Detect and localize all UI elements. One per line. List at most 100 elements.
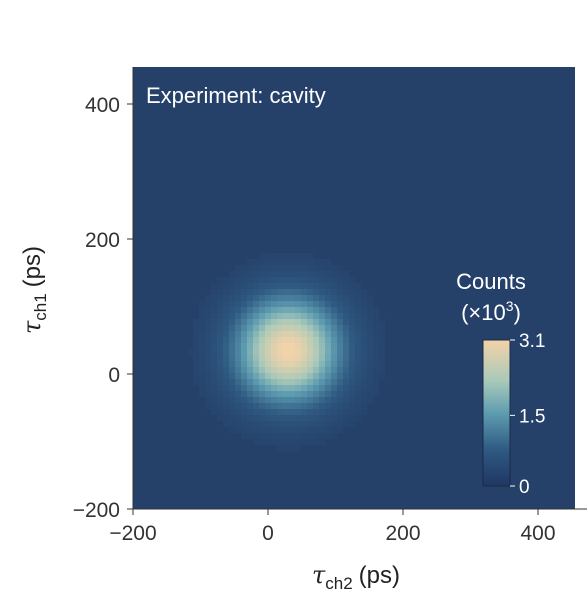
heatmap-cell [265, 271, 272, 278]
heatmap-cell [307, 331, 314, 338]
heatmap-cell [343, 307, 350, 314]
heatmap-cell [289, 337, 296, 344]
heatmap-cell [265, 325, 272, 332]
heatmap-cell [301, 271, 308, 278]
heatmap-cell [325, 307, 332, 314]
heatmap-cell [307, 307, 314, 314]
heatmap-cell [313, 265, 320, 272]
heatmap-cell [349, 295, 356, 302]
heatmap-cell [307, 253, 314, 260]
heatmap-cell [349, 361, 356, 368]
heatmap-cell [319, 307, 326, 314]
heatmap-cell [301, 283, 308, 290]
heatmap-cell [217, 301, 224, 308]
heatmap-cell [313, 295, 320, 302]
heatmap-cell [307, 427, 314, 434]
heatmap-cell [193, 331, 200, 338]
heatmap-cell [253, 331, 260, 338]
y-axis-label-sub: ch1 [31, 293, 50, 320]
heatmap-cell [343, 283, 350, 290]
heatmap-cell [199, 367, 206, 374]
heatmap-cell [295, 271, 302, 278]
heatmap-cell [343, 325, 350, 332]
heatmap-cell [271, 397, 278, 404]
heatmap-cell [367, 391, 374, 398]
heatmap-cell [349, 379, 356, 386]
heatmap-cell [313, 415, 320, 422]
y-tick-label: 0 [108, 364, 120, 387]
heatmap-cell [229, 277, 236, 284]
heatmap-cell [349, 355, 356, 362]
heatmap-cell [223, 415, 230, 422]
heatmap-cell [265, 409, 272, 416]
heatmap-cell [325, 421, 332, 428]
heatmap-cell [283, 319, 290, 326]
heatmap-cell [229, 295, 236, 302]
heatmap-cell [277, 433, 284, 440]
heatmap-cell [259, 373, 266, 380]
heatmap-cell [349, 337, 356, 344]
heatmap-cell [289, 349, 296, 356]
heatmap-cell [295, 313, 302, 320]
heatmap-cell [307, 277, 314, 284]
y-axis-label-symbol: τ [18, 320, 46, 334]
heatmap-cell [307, 385, 314, 392]
heatmap-cell [241, 343, 248, 350]
heatmap-cell [313, 421, 320, 428]
heatmap-cell [193, 325, 200, 332]
heatmap-cell [211, 355, 218, 362]
heatmap-cell [253, 325, 260, 332]
colorbar-tick-label: 0 [519, 477, 530, 498]
heatmap-cell [241, 373, 248, 380]
heatmap-cell [331, 403, 338, 410]
heatmap-cell [259, 349, 266, 356]
heatmap-cell [307, 379, 314, 386]
heatmap-cell [343, 301, 350, 308]
heatmap-cell [373, 355, 380, 362]
heatmap-cell [331, 301, 338, 308]
heatmap-cell [355, 355, 362, 362]
heatmap-cell [337, 307, 344, 314]
heatmap-cell [319, 427, 326, 434]
heatmap-cell [283, 277, 290, 284]
heatmap-cell [337, 343, 344, 350]
heatmap-cell [205, 319, 212, 326]
heatmap-cell [277, 283, 284, 290]
heatmap-cell [313, 313, 320, 320]
heatmap-cell [265, 355, 272, 362]
heatmap-cell [307, 415, 314, 422]
heatmap-cell [199, 379, 206, 386]
heatmap-cell [367, 385, 374, 392]
heatmap-cell [217, 379, 224, 386]
heatmap-cell [337, 409, 344, 416]
heatmap-cell [247, 301, 254, 308]
heatmap-cell [325, 337, 332, 344]
heatmap-cell [325, 397, 332, 404]
heatmap-cell [211, 403, 218, 410]
heatmap-cell [379, 367, 386, 374]
heatmap-cell [277, 307, 284, 314]
heatmap-cell [193, 367, 200, 374]
heatmap-cell [229, 289, 236, 296]
heatmap-cell [283, 343, 290, 350]
heatmap-cell [343, 391, 350, 398]
heatmap-cell [217, 367, 224, 374]
heatmap-cell [283, 283, 290, 290]
heatmap-cell [331, 337, 338, 344]
heatmap-cell [307, 271, 314, 278]
heatmap-cell [301, 433, 308, 440]
heatmap-cell [223, 277, 230, 284]
heatmap-cell [313, 289, 320, 296]
heatmap-cell [301, 343, 308, 350]
heatmap-cell [211, 343, 218, 350]
heatmap-cell [199, 343, 206, 350]
heatmap-cell [223, 421, 230, 428]
heatmap-cell [271, 307, 278, 314]
heatmap-cell [253, 385, 260, 392]
heatmap-cell [247, 361, 254, 368]
heatmap-cell [241, 421, 248, 428]
heatmap-cell [361, 397, 368, 404]
heatmap-cell [295, 289, 302, 296]
heatmap-cell [343, 277, 350, 284]
heatmap-cell [229, 355, 236, 362]
